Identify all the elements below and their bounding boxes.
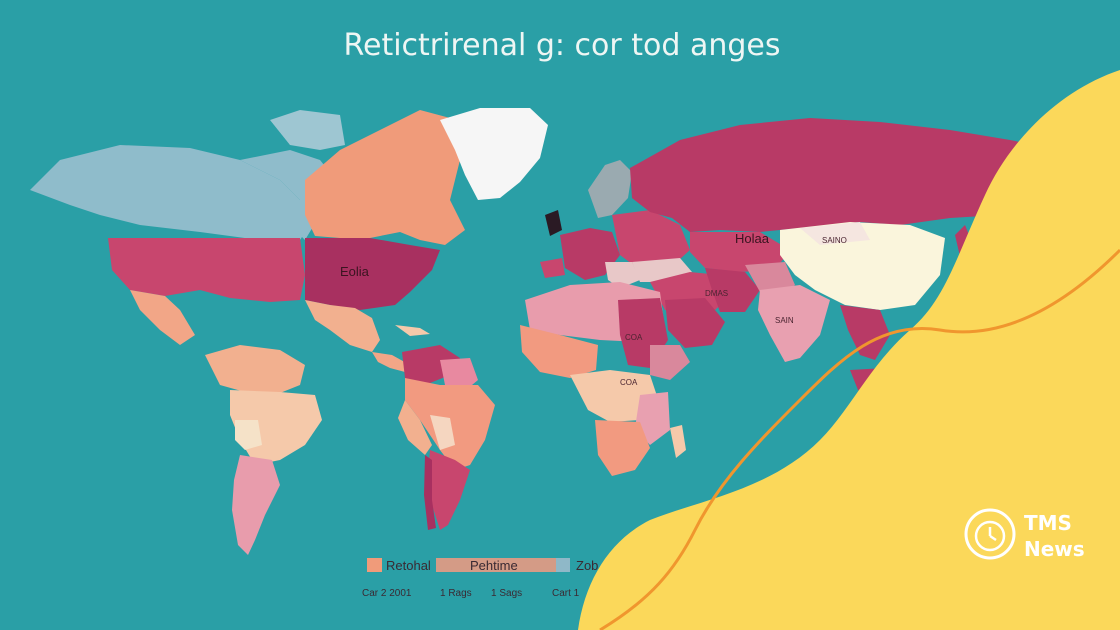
southeast-asia <box>840 305 890 360</box>
sa-west-south <box>232 455 280 555</box>
uk <box>545 210 562 236</box>
label-egypt: COA <box>625 333 643 342</box>
label-north-america: Eolia <box>340 264 370 279</box>
legend-caption-3: 1 Sags <box>491 588 522 599</box>
europe <box>540 160 690 288</box>
madagascar <box>670 425 686 458</box>
tms-news-logo: TMS News <box>964 508 1085 561</box>
russia <box>630 118 1060 232</box>
label-africa: COA <box>620 378 638 387</box>
clock-icon <box>964 508 1016 560</box>
legend-caption-1: Car 2 2001 <box>362 588 412 599</box>
page-title: Retictrirenal g: cor tod anges <box>343 28 780 63</box>
balkans <box>605 262 640 288</box>
legend-swatch-3 <box>556 558 570 572</box>
legend: Retohal Pehtime Zob Car 2 2001 1 Rags 1 … <box>362 558 598 599</box>
label-russia: Holaa <box>735 231 770 246</box>
west-africa <box>520 325 598 378</box>
legend-swatch-2 <box>436 558 556 572</box>
iran <box>705 268 760 312</box>
sa-bolivia <box>430 415 455 450</box>
sa-peru <box>398 400 432 455</box>
greenland <box>440 108 548 200</box>
sa-chile <box>424 455 436 530</box>
usa-west <box>108 238 305 302</box>
mexico-west <box>130 290 195 345</box>
legend-caption-2: 1 Rags <box>440 588 472 599</box>
sa-west-north <box>205 345 305 395</box>
legend-label-2: Pehtime <box>470 558 518 573</box>
iberia <box>540 258 565 278</box>
legend-label-1: Retohal <box>386 558 431 573</box>
legend-caption-4: Cart 1 <box>552 588 580 599</box>
brand-line-1: TMS <box>1024 511 1072 535</box>
horn-of-africa <box>650 345 690 380</box>
kazakhstan <box>690 232 790 272</box>
sa-west-bolivia <box>235 420 262 450</box>
caribbean <box>395 325 430 336</box>
asia <box>630 118 1060 400</box>
usa-east <box>305 238 440 310</box>
north-america <box>30 108 548 372</box>
arabia <box>665 298 725 348</box>
eastern-europe <box>612 210 690 270</box>
central-america <box>372 352 410 372</box>
alaska <box>30 145 310 240</box>
clock-hand-2 <box>989 534 997 542</box>
western-europe <box>560 228 620 280</box>
label-arabia: DMAS <box>705 289 728 298</box>
southern-africa <box>595 420 650 476</box>
sa-argentina <box>428 450 470 530</box>
mexico <box>305 300 380 352</box>
south-america <box>398 345 495 530</box>
brand-line-2: News <box>1024 537 1085 561</box>
arctic-islands <box>270 110 345 150</box>
africa <box>520 282 690 476</box>
clock-inner-icon <box>974 520 1006 552</box>
orange-curve-line <box>599 248 1120 630</box>
india <box>758 285 830 362</box>
mongolia <box>800 222 870 245</box>
label-india: SAIN <box>775 316 794 325</box>
canada-east <box>305 110 465 245</box>
yellow-wave-overlay <box>578 70 1120 630</box>
scandinavia <box>588 160 632 218</box>
legend-swatch-1 <box>367 558 382 572</box>
legend-label-3: Zob <box>576 558 598 573</box>
south-america-west <box>205 345 322 555</box>
central-africa <box>570 370 660 422</box>
label-china: SAINO <box>822 236 847 245</box>
